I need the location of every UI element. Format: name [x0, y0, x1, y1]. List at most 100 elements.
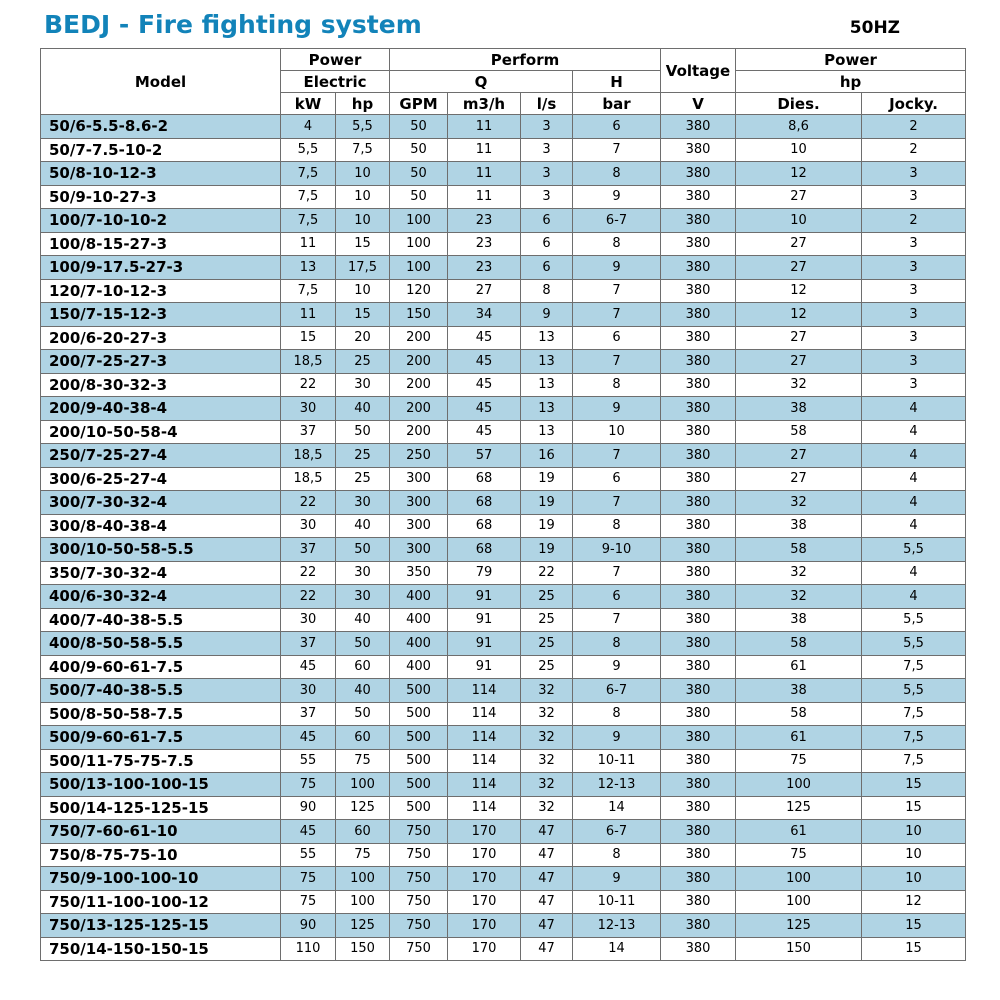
value-cell: 100 — [735, 866, 863, 891]
value-cell: 38 — [735, 396, 863, 421]
unit-header: GPM — [389, 92, 449, 115]
header-row-2: Electric Q H hp — [41, 70, 967, 93]
value-cell: 400 — [389, 631, 449, 656]
value-cell: 9 — [572, 654, 662, 679]
value-cell: 40 — [334, 607, 391, 632]
value-cell: 6-7 — [572, 819, 662, 844]
model-cell: 500/14-125-125-15 — [40, 795, 281, 820]
value-cell: 380 — [660, 772, 737, 797]
value-cell: 380 — [660, 842, 737, 867]
unit-header: l/s — [520, 92, 574, 115]
value-cell: 7,5 — [280, 161, 336, 186]
value-cell: 50 — [334, 631, 391, 656]
value-cell: 22 — [520, 560, 574, 585]
value-cell: 25 — [334, 466, 391, 491]
value-cell: 45 — [447, 325, 522, 350]
value-cell: 68 — [447, 466, 522, 491]
value-cell: 380 — [660, 913, 737, 938]
value-cell: 3 — [520, 161, 574, 186]
value-cell: 18,5 — [280, 466, 336, 491]
value-cell: 380 — [660, 607, 737, 632]
table-row: 100/9-17.5-27-3 13 17,5 100 23 6 9 380 27 3 — [40, 255, 967, 280]
value-cell: 9 — [572, 866, 662, 891]
value-cell: 32 — [520, 795, 574, 820]
value-cell: 100 — [334, 772, 391, 797]
value-cell: 380 — [660, 137, 737, 162]
table-row: 200/10-50-58-4 37 50 200 45 13 10 380 58 4 — [40, 419, 967, 444]
model-cell: 200/6-20-27-3 — [40, 325, 281, 350]
value-cell: 12 — [735, 302, 863, 327]
value-cell: 380 — [660, 443, 737, 468]
value-cell: 170 — [447, 866, 522, 891]
value-cell: 6 — [572, 584, 662, 609]
value-cell: 19 — [520, 466, 574, 491]
value-cell: 38 — [735, 513, 863, 538]
value-cell: 75 — [334, 748, 391, 773]
unit-header: Jocky. — [861, 92, 967, 115]
page-title: BEDJ - Fire fighting system — [44, 10, 422, 39]
value-cell: 100 — [735, 772, 863, 797]
col-subheader-electric: Electric — [279, 70, 391, 93]
value-cell: 11 — [447, 137, 522, 162]
model-cell: 100/9-17.5-27-3 — [40, 255, 281, 280]
value-cell: 50 — [389, 114, 449, 139]
table-row: 750/13-125-125-15 90 125 750 170 47 12-13 380 12… — [40, 913, 967, 938]
value-cell: 32 — [520, 725, 574, 750]
table-row: 50/6-5.5-8.6-2 4 5,5 50 11 3 6 380 8,6 2 — [40, 114, 967, 139]
model-cell: 100/7-10-10-2 — [40, 208, 281, 233]
value-cell: 170 — [447, 889, 522, 914]
value-cell: 10 — [861, 819, 967, 844]
value-cell: 75 — [280, 772, 336, 797]
value-cell: 50 — [389, 184, 449, 209]
value-cell: 7 — [572, 137, 662, 162]
value-cell: 200 — [389, 396, 449, 421]
value-cell: 2 — [861, 114, 967, 139]
value-cell: 250 — [389, 443, 449, 468]
value-cell: 30 — [280, 396, 336, 421]
value-cell: 90 — [280, 795, 336, 820]
model-cell: 150/7-15-12-3 — [40, 302, 281, 327]
model-cell: 750/9-100-100-10 — [40, 866, 281, 891]
model-cell: 50/6-5.5-8.6-2 — [40, 114, 281, 139]
value-cell: 8 — [520, 278, 574, 303]
table-row: 200/8-30-32-3 22 30 200 45 13 8 380 32 3 — [40, 372, 967, 397]
value-cell: 5,5 — [280, 137, 336, 162]
table-row: 350/7-30-32-4 22 30 350 79 22 7 380 32 4 — [40, 560, 967, 585]
value-cell: 150 — [334, 936, 391, 961]
value-cell: 380 — [660, 513, 737, 538]
value-cell: 61 — [735, 819, 863, 844]
value-cell: 380 — [660, 866, 737, 891]
value-cell: 15 — [861, 913, 967, 938]
col-group-power-electric: Power — [279, 48, 391, 71]
value-cell: 11 — [447, 161, 522, 186]
value-cell: 25 — [520, 631, 574, 656]
value-cell: 10 — [572, 419, 662, 444]
value-cell: 45 — [280, 654, 336, 679]
value-cell: 380 — [660, 725, 737, 750]
value-cell: 30 — [280, 607, 336, 632]
value-cell: 75 — [334, 842, 391, 867]
value-cell: 32 — [520, 678, 574, 703]
value-cell: 32 — [735, 490, 863, 515]
value-cell: 8 — [572, 161, 662, 186]
value-cell: 27 — [735, 184, 863, 209]
value-cell: 7,5 — [861, 725, 967, 750]
value-cell: 8 — [572, 631, 662, 656]
model-cell: 200/7-25-27-3 — [40, 349, 281, 374]
value-cell: 7,5 — [861, 748, 967, 773]
value-cell: 25 — [334, 349, 391, 374]
value-cell: 3 — [520, 137, 574, 162]
value-cell: 55 — [280, 748, 336, 773]
value-cell: 170 — [447, 842, 522, 867]
value-cell: 16 — [520, 443, 574, 468]
value-cell: 60 — [334, 725, 391, 750]
value-cell: 8 — [572, 513, 662, 538]
value-cell: 380 — [660, 654, 737, 679]
value-cell: 3 — [861, 278, 967, 303]
value-cell: 380 — [660, 302, 737, 327]
value-cell: 7 — [572, 490, 662, 515]
value-cell: 40 — [334, 678, 391, 703]
value-cell: 57 — [447, 443, 522, 468]
value-cell: 6-7 — [572, 208, 662, 233]
value-cell: 750 — [389, 889, 449, 914]
